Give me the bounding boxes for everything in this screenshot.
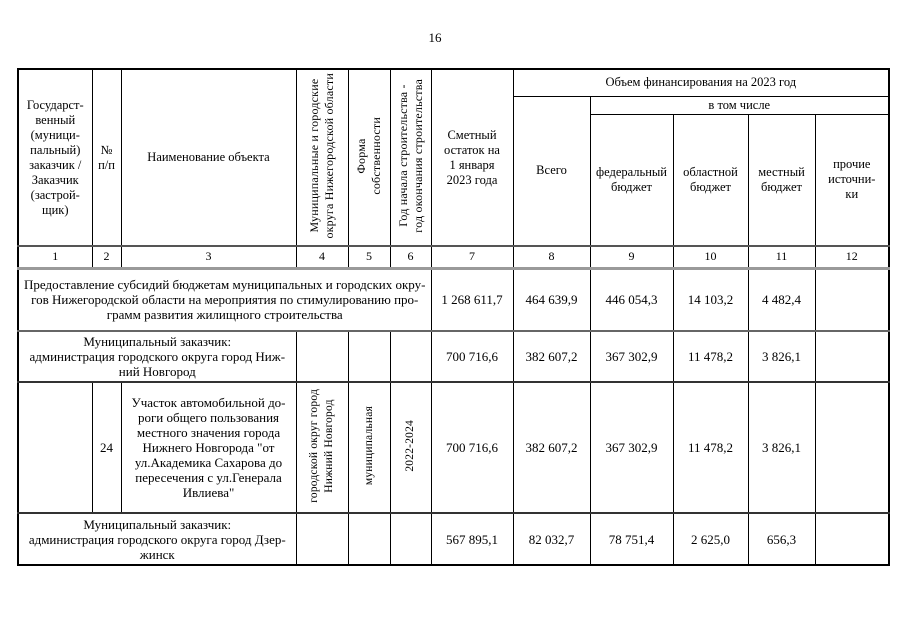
header-other-sources: прочие источни- ки bbox=[814, 113, 890, 247]
table-row-subsidy: Предоставление субсидий бюджетам муницип… bbox=[17, 266, 890, 332]
header-object-name: Наименование объекта bbox=[120, 68, 297, 247]
col-number: 8 bbox=[512, 245, 591, 269]
cell-estimate: 1 268 611,7 bbox=[430, 266, 514, 332]
cell-years-label: 2022-2024 bbox=[404, 420, 416, 472]
col-number: 6 bbox=[389, 245, 432, 269]
cell-district-empty bbox=[295, 330, 349, 383]
cell-ownership-empty bbox=[347, 512, 391, 566]
col-number: 4 bbox=[295, 245, 349, 269]
col-number: 3 bbox=[120, 245, 297, 269]
header-construction-years-label: Год начала строительства - год окончания… bbox=[395, 78, 425, 233]
col-number: 2 bbox=[91, 245, 122, 269]
cell-other bbox=[814, 512, 890, 566]
cell-estimate: 567 895,1 bbox=[430, 512, 514, 566]
header-row-budgets: федеральный бюджет областной бюджет мест… bbox=[18, 113, 890, 247]
cell-ownership: муниципальная bbox=[347, 381, 391, 514]
header-customer: Государст- венный (муници- пальный) зака… bbox=[17, 68, 93, 247]
header-district: Муниципальные и городские округа Нижегор… bbox=[295, 68, 349, 247]
cell-local: 656,3 bbox=[747, 512, 816, 566]
header-ownership-label: Форма собственности bbox=[354, 116, 383, 195]
customer-name: Муниципальный заказчик: администрация го… bbox=[17, 330, 297, 383]
header-ownership: Форма собственности bbox=[347, 68, 391, 247]
col-number: 1 bbox=[17, 245, 93, 269]
header-row-including: Всего в том числе bbox=[18, 95, 890, 247]
cell-other bbox=[814, 381, 890, 514]
customer-name: Муниципальный заказчик: администрация го… bbox=[17, 512, 297, 566]
cell-federal: 367 302,9 bbox=[589, 381, 674, 514]
header-item-number: № п/п bbox=[91, 68, 122, 247]
cell-estimate: 700 716,6 bbox=[430, 381, 514, 514]
cell-customer-empty bbox=[17, 381, 93, 514]
cell-district: городской округ город Нижний Новгород bbox=[295, 381, 349, 514]
page-number: 16 bbox=[428, 30, 442, 45]
cell-years-empty bbox=[389, 512, 432, 566]
cell-total: 382 607,2 bbox=[512, 330, 591, 383]
cell-federal: 78 751,4 bbox=[589, 512, 674, 566]
col-number: 10 bbox=[672, 245, 749, 269]
cell-federal: 367 302,9 bbox=[589, 330, 674, 383]
cell-years: 2022-2024 bbox=[389, 381, 432, 514]
cell-regional: 14 103,2 bbox=[672, 266, 749, 332]
cell-district-empty bbox=[295, 512, 349, 566]
col-number: 7 bbox=[430, 245, 514, 269]
header-local-budget: местный бюджет bbox=[747, 113, 816, 247]
header-total: Всего bbox=[512, 95, 591, 247]
header-financing-2023: Объем финансирования на 2023 год bbox=[512, 68, 890, 97]
cell-local: 3 826,1 bbox=[747, 330, 816, 383]
cell-local: 3 826,1 bbox=[747, 381, 816, 514]
cell-district-label: городской округ город Нижний Новгород bbox=[308, 389, 335, 503]
finance-table: Государст- венный (муници- пальный) зака… bbox=[17, 68, 891, 566]
table-row-object-24: 24 Участок автомобильной до- роги общего… bbox=[17, 381, 890, 514]
header-row-top: Государст- венный (муници- пальный) зака… bbox=[17, 68, 890, 247]
table-row-customer-nn: Муниципальный заказчик: администрация го… bbox=[17, 330, 890, 383]
cell-years-empty bbox=[389, 330, 432, 383]
col-number: 12 bbox=[814, 245, 890, 269]
cell-other bbox=[814, 330, 890, 383]
cell-other bbox=[814, 266, 890, 332]
cell-regional: 2 625,0 bbox=[672, 512, 749, 566]
column-numbers-row: 1 2 3 4 5 6 7 8 9 10 11 12 bbox=[17, 245, 890, 269]
header-federal-budget: федеральный бюджет bbox=[589, 113, 674, 247]
table-row-customer-dzerzhinsk: Муниципальный заказчик: администрация го… bbox=[17, 512, 890, 566]
cell-ownership-empty bbox=[347, 330, 391, 383]
cell-total: 464 639,9 bbox=[512, 266, 591, 332]
cell-regional: 11 478,2 bbox=[672, 381, 749, 514]
header-regional-budget: областной бюджет bbox=[672, 113, 749, 247]
col-number: 9 bbox=[589, 245, 674, 269]
col-number: 5 bbox=[347, 245, 391, 269]
cell-estimate: 700 716,6 bbox=[430, 330, 514, 383]
header-district-label: Муниципальные и городские округа Нижегор… bbox=[307, 72, 336, 239]
subsidy-description: Предоставление субсидий бюджетам муницип… bbox=[17, 266, 432, 332]
cell-local: 4 482,4 bbox=[747, 266, 816, 332]
col-number: 11 bbox=[747, 245, 816, 269]
cell-federal: 446 054,3 bbox=[589, 266, 674, 332]
cell-ownership-label: муниципальная bbox=[362, 406, 375, 486]
cell-object-name: Участок автомобильной до- роги общего по… bbox=[120, 381, 297, 514]
header-estimate-balance: Сметный остаток на 1 января 2023 года bbox=[430, 68, 514, 247]
cell-total: 382 607,2 bbox=[512, 381, 591, 514]
cell-total: 82 032,7 bbox=[512, 512, 591, 566]
cell-regional: 11 478,2 bbox=[672, 330, 749, 383]
header-including: в том числе bbox=[589, 95, 890, 115]
header-construction-years: Год начала строительства - год окончания… bbox=[389, 68, 432, 247]
cell-item-number: 24 bbox=[91, 381, 122, 514]
